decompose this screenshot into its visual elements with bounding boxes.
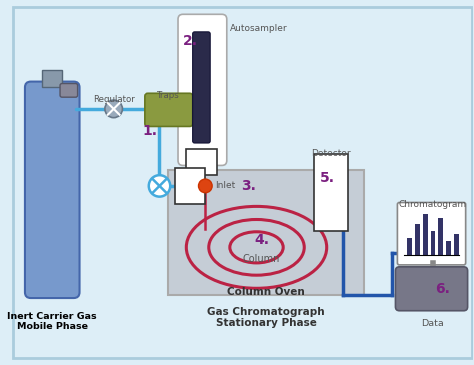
Text: 6.: 6. (435, 282, 450, 296)
Text: Data: Data (421, 319, 444, 327)
FancyBboxPatch shape (25, 82, 80, 298)
Bar (423, 214, 428, 255)
Text: 2.: 2. (183, 34, 198, 47)
Bar (438, 218, 443, 255)
Text: Inlet: Inlet (215, 181, 235, 191)
Text: 1.: 1. (142, 124, 157, 138)
Text: Column: Column (243, 254, 280, 264)
FancyBboxPatch shape (145, 93, 192, 126)
Circle shape (149, 175, 170, 197)
Bar (446, 242, 451, 255)
Bar (415, 224, 420, 255)
FancyBboxPatch shape (168, 170, 364, 295)
Bar (186, 149, 217, 175)
Text: 4.: 4. (254, 233, 269, 246)
Text: Regulator: Regulator (93, 95, 135, 104)
Bar (43, 70, 62, 88)
FancyBboxPatch shape (178, 14, 227, 165)
Text: Traps: Traps (157, 91, 180, 100)
Bar (454, 234, 459, 255)
FancyBboxPatch shape (13, 7, 472, 358)
Circle shape (105, 100, 122, 118)
Bar (430, 231, 436, 255)
FancyBboxPatch shape (314, 154, 348, 231)
FancyBboxPatch shape (397, 203, 465, 265)
FancyBboxPatch shape (60, 84, 78, 97)
FancyBboxPatch shape (192, 32, 210, 143)
Text: 5.: 5. (319, 171, 335, 185)
Circle shape (199, 179, 212, 193)
Text: Column Oven: Column Oven (228, 287, 305, 297)
Text: Chromatogram: Chromatogram (399, 200, 466, 208)
Text: 3.: 3. (241, 179, 256, 193)
Text: Autosampler: Autosampler (230, 24, 287, 34)
FancyBboxPatch shape (395, 267, 468, 311)
Bar (175, 168, 205, 204)
Text: Detector: Detector (311, 149, 350, 158)
Text: Gas Chromatograph
Stationary Phase: Gas Chromatograph Stationary Phase (208, 307, 325, 328)
Bar (407, 238, 412, 255)
Text: Inert Carrier Gas
Mobile Phase: Inert Carrier Gas Mobile Phase (8, 312, 97, 331)
